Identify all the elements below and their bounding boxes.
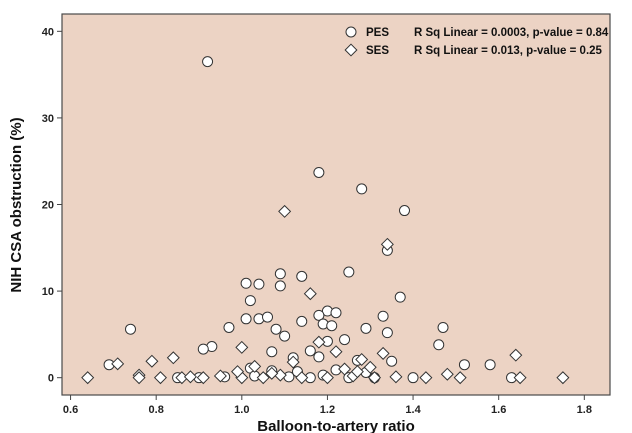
ses-point <box>278 204 292 218</box>
y-axis-title: NIH CSA obstruction (%) <box>8 117 25 292</box>
ses-point <box>389 370 403 384</box>
pes-point <box>313 309 325 321</box>
pes-point <box>240 277 252 289</box>
ses-point <box>419 371 433 385</box>
ses-point <box>376 346 390 360</box>
ses-point <box>248 359 262 373</box>
ses-point <box>265 366 279 380</box>
pes-point <box>326 320 338 332</box>
pes-point <box>253 278 265 290</box>
pes-point <box>458 359 470 371</box>
ses-point <box>350 365 364 379</box>
ses-point <box>256 371 270 385</box>
ses-point <box>81 371 95 385</box>
ses-point <box>145 354 159 368</box>
x-axis: 0.6 0.8 1.0 1.2 1.4 1.6 1.8 <box>63 395 592 416</box>
ses-point <box>235 340 249 354</box>
x-tick-label: 1.0 <box>234 404 249 416</box>
pes-point <box>399 205 410 217</box>
pes-point <box>330 307 342 319</box>
pes-point <box>279 330 291 342</box>
pes-point <box>304 345 316 357</box>
x-tick-label: 0.6 <box>63 404 78 416</box>
ses-point <box>231 365 245 379</box>
ses-point <box>363 360 377 374</box>
pes-point <box>377 310 389 322</box>
y-tick-label: 20 <box>42 200 54 212</box>
ses-point <box>132 371 146 385</box>
x-tick-label: 1.6 <box>491 404 506 416</box>
pes-point <box>313 351 325 363</box>
x-tick-label: 1.2 <box>320 404 335 416</box>
ses-point <box>338 362 352 376</box>
ses-point <box>453 371 467 385</box>
pes-point <box>360 322 372 334</box>
legend-ses-marker <box>344 43 358 57</box>
pes-point <box>356 183 368 195</box>
pes-point <box>244 295 256 307</box>
x-tick-label: 1.8 <box>577 404 592 416</box>
pes-point <box>394 291 406 303</box>
pes-point <box>296 315 308 327</box>
pes-point <box>283 371 295 383</box>
ses-point <box>513 371 527 385</box>
ses-point <box>286 355 300 369</box>
ses-point <box>312 335 326 349</box>
legend-pes-stat: R Sq Linear = 0.0003, p-value = 0.84 <box>414 27 609 39</box>
ses-point <box>380 237 394 251</box>
pes-point <box>381 327 393 339</box>
y-tick-label: 10 <box>42 286 54 298</box>
ses-point <box>183 370 197 384</box>
y-tick-label: 40 <box>42 26 54 38</box>
ses-point <box>166 351 180 365</box>
ses-point <box>196 371 210 385</box>
x-axis-title: Balloon-to-artery ratio <box>257 418 415 433</box>
pes-point <box>484 359 496 371</box>
ses-point <box>440 367 454 381</box>
pes-point <box>262 311 273 323</box>
pes-point <box>296 270 308 282</box>
pes-point <box>223 321 235 333</box>
ses-point <box>111 357 125 371</box>
pes-point <box>202 56 214 68</box>
ses-point <box>153 371 167 385</box>
ses-point <box>509 348 523 362</box>
legend-ses-label: SES <box>366 45 389 57</box>
x-tick-label: 1.4 <box>405 404 421 416</box>
pes-point <box>274 280 286 292</box>
pes-point <box>240 313 252 325</box>
pes-point <box>343 266 355 278</box>
ses-point <box>213 369 227 383</box>
legend: PES R Sq Linear = 0.0003, p-value = 0.84 S… <box>344 26 609 57</box>
data-points <box>81 56 570 385</box>
pes-point <box>197 343 209 355</box>
pes-point <box>266 346 278 358</box>
y-tick-label: 0 <box>48 373 54 385</box>
pes-point <box>386 355 398 367</box>
ses-point <box>368 371 382 385</box>
pes-point <box>437 321 449 333</box>
legend-ses-stat: R Sq Linear = 0.013, p-value = 0.25 <box>414 45 603 57</box>
pes-point <box>339 334 351 346</box>
ses-point <box>295 371 309 385</box>
y-axis: 0 10 20 30 40 <box>42 26 62 385</box>
pes-point <box>125 323 136 335</box>
ses-point <box>320 371 334 385</box>
ses-point <box>329 345 343 359</box>
ses-point <box>303 287 317 301</box>
y-tick-label: 30 <box>42 113 54 125</box>
pes-point <box>433 339 445 351</box>
plot-area <box>61 13 611 396</box>
pes-point <box>407 372 419 384</box>
pes-point <box>313 166 325 178</box>
legend-pes-marker <box>345 26 357 38</box>
pes-point <box>270 323 282 335</box>
x-tick-label: 0.8 <box>149 404 164 416</box>
ses-point <box>556 371 570 385</box>
legend-pes-label: PES <box>366 27 389 39</box>
pes-point <box>274 268 286 280</box>
ses-point <box>355 352 369 367</box>
